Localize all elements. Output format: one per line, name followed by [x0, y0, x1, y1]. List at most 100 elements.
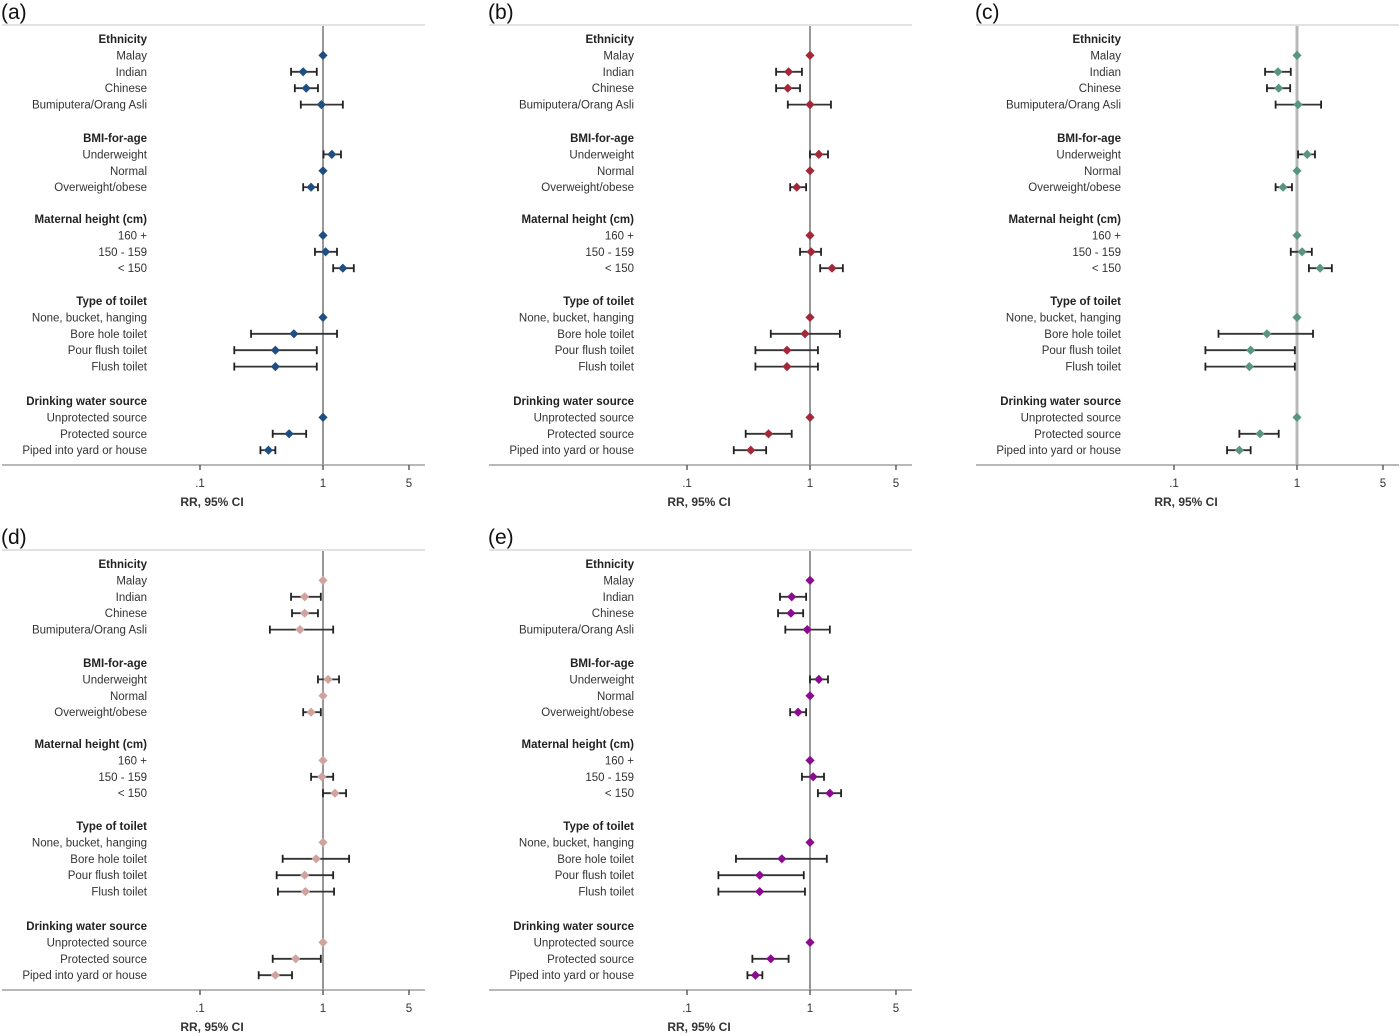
- x-tick-label: 5: [406, 1003, 412, 1015]
- group-label: Drinking water source: [26, 921, 147, 933]
- estimate-mark: [789, 182, 808, 192]
- estimate-mark: [769, 329, 841, 339]
- row-label: Bumiputera/Orang Asli: [32, 625, 147, 637]
- estimate-mark: [281, 854, 350, 864]
- point-estimate-diamond: [782, 362, 792, 372]
- estimate-mark: [317, 674, 340, 684]
- row-label: Unprotected source: [534, 412, 634, 424]
- estimate-mark: [275, 870, 335, 880]
- group-label: BMI-for-age: [1057, 133, 1121, 145]
- row-label: Indian: [603, 592, 634, 604]
- row-label: Chinese: [105, 83, 147, 95]
- panel-letter: (b): [488, 1, 514, 24]
- row-label: 150 - 159: [98, 247, 147, 259]
- estimate-mark: [805, 50, 815, 60]
- row-label: Pour flush toilet: [555, 870, 635, 882]
- point-estimate-diamond: [805, 166, 815, 176]
- row-label: Chinese: [1079, 83, 1121, 95]
- point-estimate-diamond: [300, 870, 310, 880]
- point-estimate-diamond: [1274, 83, 1284, 93]
- estimate-mark: [775, 83, 801, 93]
- group-label: BMI-for-age: [570, 658, 634, 670]
- point-estimate-diamond: [306, 182, 316, 192]
- point-estimate-diamond: [1292, 412, 1302, 422]
- row-label: None, bucket, hanging: [519, 837, 634, 849]
- estimate-mark: [318, 691, 328, 701]
- row-label: Normal: [597, 691, 634, 703]
- group-label: Type of toilet: [563, 296, 634, 308]
- estimate-mark: [290, 592, 322, 602]
- group-label: Ethnicity: [98, 34, 147, 46]
- row-label: Underweight: [82, 674, 147, 686]
- estimate-mark: [805, 755, 815, 765]
- estimate-mark: [332, 263, 355, 273]
- point-estimate-diamond: [318, 230, 328, 240]
- point-estimate-diamond: [1292, 166, 1302, 176]
- point-estimate-diamond: [805, 100, 815, 110]
- x-tick-label: 1: [320, 1003, 326, 1015]
- estimate-mark: [1292, 166, 1302, 176]
- x-tick-label: 5: [893, 1003, 899, 1015]
- row-label: Indian: [1090, 67, 1121, 79]
- estimate-mark: [302, 707, 322, 717]
- row-label: 150 - 159: [585, 772, 634, 784]
- point-estimate-diamond: [318, 412, 328, 422]
- row-label: Bore hole toilet: [557, 329, 635, 341]
- group-label: Drinking water source: [26, 396, 147, 408]
- estimate-mark: [318, 50, 328, 60]
- point-estimate-diamond: [318, 575, 328, 585]
- x-axis-title: RR, 95% CI: [180, 1020, 243, 1034]
- row-label: Bumiputera/Orang Asli: [519, 100, 634, 112]
- point-estimate-diamond: [317, 772, 327, 782]
- point-estimate-diamond: [1292, 50, 1302, 60]
- point-estimate-diamond: [793, 707, 803, 717]
- x-tick-label: 5: [406, 478, 412, 490]
- estimate-mark: [819, 263, 844, 273]
- estimate-mark: [1289, 247, 1313, 257]
- estimate-mark: [257, 970, 293, 980]
- estimate-mark: [310, 772, 335, 782]
- row-label: 150 - 159: [585, 247, 634, 259]
- estimate-mark: [801, 772, 825, 782]
- row-label: None, bucket, hanging: [519, 312, 634, 324]
- point-estimate-diamond: [805, 691, 815, 701]
- row-label: Protected source: [60, 429, 147, 441]
- group-label: Maternal height (cm): [35, 739, 148, 751]
- estimate-mark: [302, 182, 319, 192]
- point-estimate-diamond: [1315, 263, 1325, 273]
- row-label: Overweight/obese: [541, 707, 634, 719]
- row-label: Normal: [597, 166, 634, 178]
- group-label: Maternal height (cm): [522, 739, 635, 751]
- estimate-mark: [1204, 345, 1296, 355]
- point-estimate-diamond: [786, 608, 796, 618]
- row-label: None, bucket, hanging: [1006, 312, 1121, 324]
- group-label: Ethnicity: [585, 559, 634, 571]
- row-label: Underweight: [569, 149, 634, 161]
- row-label: Normal: [1084, 166, 1121, 178]
- estimate-mark: [322, 788, 347, 798]
- estimate-mark: [318, 412, 328, 422]
- x-tick-label: .1: [682, 478, 692, 490]
- estimate-mark: [735, 854, 828, 864]
- estimate-mark: [1226, 445, 1252, 455]
- row-label: Malay: [1090, 50, 1121, 62]
- point-estimate-diamond: [805, 412, 815, 422]
- row-label: Unprotected source: [47, 937, 147, 949]
- point-estimate-diamond: [784, 67, 794, 77]
- estimate-mark: [1308, 263, 1333, 273]
- row-label: Bore hole toilet: [557, 854, 635, 866]
- point-estimate-diamond: [814, 674, 824, 684]
- estimate-mark: [717, 870, 805, 880]
- panel-letter: (c): [975, 1, 1000, 24]
- row-label: Piped into yard or house: [509, 970, 634, 982]
- point-estimate-diamond: [270, 362, 280, 372]
- point-estimate-diamond: [814, 149, 824, 159]
- row-label: Bumiputera/Orang Asli: [1006, 100, 1121, 112]
- row-label: Malay: [116, 50, 147, 62]
- x-tick-label: .1: [1169, 478, 1179, 490]
- row-label: Pour flush toilet: [1042, 345, 1122, 357]
- estimate-mark: [277, 887, 335, 897]
- estimate-mark: [318, 837, 328, 847]
- estimate-mark: [805, 937, 815, 947]
- row-label: Chinese: [592, 608, 634, 620]
